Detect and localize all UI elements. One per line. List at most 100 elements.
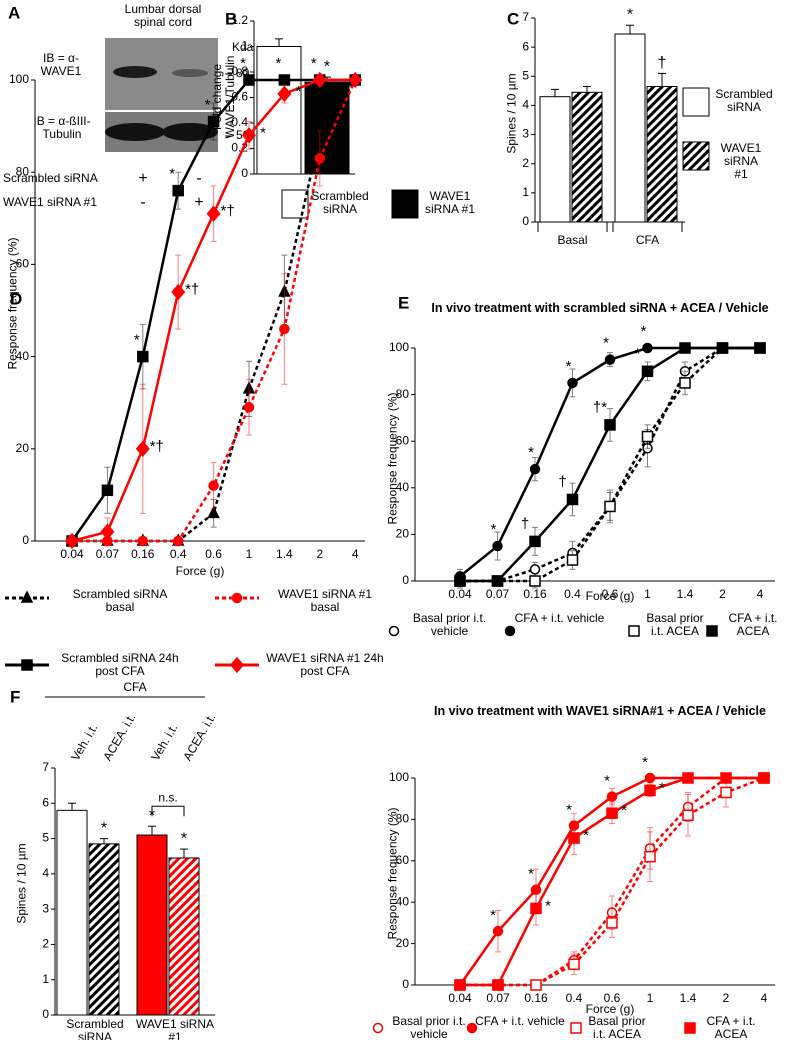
y-tick-label: 100 xyxy=(9,72,29,86)
marker xyxy=(529,463,541,475)
x-tick-label: 2 xyxy=(723,991,730,1005)
legend-label: WAVE1 siRNA #1 24h post CFA xyxy=(266,651,384,678)
panel-label: E xyxy=(398,293,409,312)
y-tick-label: 40 xyxy=(16,349,30,363)
x-tick-label: 0.6 xyxy=(604,991,621,1005)
row-label: IB = α-WAVE1 xyxy=(40,51,82,78)
x-tick-label: 0.16 xyxy=(523,587,547,601)
y-tick-label: 7 xyxy=(42,760,49,774)
marker xyxy=(641,430,654,443)
annotation: * xyxy=(566,358,572,375)
bar xyxy=(571,91,603,223)
marker xyxy=(628,625,640,637)
legend-label: Basal prior i.t. ACEA xyxy=(646,611,704,638)
blot-title: Lumbar dorsal spinal cord xyxy=(124,2,202,29)
x-tick-label: 0.07 xyxy=(486,991,510,1005)
marker xyxy=(312,71,327,89)
legend-label: Basal prior i.t. ACEA xyxy=(588,1014,646,1040)
error-bar xyxy=(626,24,634,35)
series-line xyxy=(460,346,760,583)
lane-sign: - xyxy=(140,194,145,211)
x-tick-label: 0.4 xyxy=(170,547,187,561)
marker xyxy=(684,1022,696,1034)
x-tick-label: 2 xyxy=(719,587,726,601)
y-tick-label: 5 xyxy=(522,68,529,82)
y-tick-label: 6 xyxy=(42,795,49,809)
x-tick-label: 0.6 xyxy=(205,547,222,561)
annotation: * xyxy=(659,779,665,796)
legend-swatch xyxy=(281,189,309,219)
x-axis-label: Force (g) xyxy=(586,1002,635,1016)
legend-label: CFA + i.t. vehicle xyxy=(475,1014,565,1028)
x-tick-label: 0.07 xyxy=(486,587,510,601)
legend-label: Scrambled siRNA basal xyxy=(72,587,168,614)
marker xyxy=(529,575,541,587)
series-line xyxy=(460,346,760,583)
bar-label: Veh. i.t. xyxy=(148,721,180,763)
y-tick-label: 1.2 xyxy=(231,13,248,27)
y-axis-label: Spines / 10 µm xyxy=(14,843,29,924)
y-tick-label: 3 xyxy=(42,901,49,915)
bar xyxy=(646,85,678,223)
marker xyxy=(20,590,34,603)
error-bar xyxy=(658,72,666,87)
marker xyxy=(278,74,291,86)
marker xyxy=(720,786,732,799)
annotation: * xyxy=(311,55,317,72)
lane-sign: + xyxy=(138,170,147,187)
marker xyxy=(570,1022,582,1034)
annotation: †* xyxy=(593,399,607,416)
marker xyxy=(206,205,221,222)
x-tick-label: 1 xyxy=(246,547,253,561)
x-tick-label: 1.4 xyxy=(680,991,697,1005)
y-tick-label: 0 xyxy=(241,166,248,180)
marker xyxy=(529,535,541,548)
marker xyxy=(679,377,691,389)
legend-swatch xyxy=(391,189,419,219)
y-tick-label: 60 xyxy=(16,257,30,271)
x-tick-label: 0.04 xyxy=(448,587,472,601)
marker xyxy=(644,772,656,784)
marker xyxy=(604,354,616,365)
marker xyxy=(644,784,656,797)
legend-label: WAVE1 siRNA #1 basal xyxy=(277,587,373,614)
annotation: * xyxy=(621,802,627,819)
y-tick-label: 7 xyxy=(522,10,529,24)
x-tick-label: 0.6 xyxy=(602,587,619,601)
marker xyxy=(492,925,504,937)
annotation: * xyxy=(603,335,609,352)
marker xyxy=(491,575,504,587)
y-tick-label: 1 xyxy=(42,972,49,986)
y-axis-label: Spines / 10 µm xyxy=(504,73,519,154)
marker xyxy=(604,419,616,431)
annotation: * xyxy=(134,332,140,349)
marker xyxy=(243,74,255,86)
marker xyxy=(101,484,114,497)
series-line xyxy=(459,346,760,578)
marker xyxy=(530,902,542,915)
y-tick-label: 20 xyxy=(396,527,410,541)
y-tick-label: 6 xyxy=(522,39,529,53)
band xyxy=(113,66,157,78)
annotation: * xyxy=(545,897,551,914)
marker xyxy=(679,342,691,354)
marker xyxy=(242,127,256,144)
marker xyxy=(243,402,255,413)
unit: Kda xyxy=(232,40,254,54)
error-bar xyxy=(275,38,283,47)
legend-label: Scrambled siRNA xyxy=(311,189,369,216)
error-bar xyxy=(180,848,188,858)
marker xyxy=(529,564,541,575)
y-tick-label: 0.6 xyxy=(231,90,248,104)
annotation: * xyxy=(528,866,534,883)
panel-label: B xyxy=(225,9,237,28)
y-tick-label: 20 xyxy=(396,936,410,950)
marker xyxy=(208,480,219,491)
marker xyxy=(279,323,290,335)
marker xyxy=(606,807,618,819)
x-tick-label: 0.4 xyxy=(566,991,583,1005)
marker xyxy=(492,979,504,991)
marker xyxy=(754,342,766,354)
